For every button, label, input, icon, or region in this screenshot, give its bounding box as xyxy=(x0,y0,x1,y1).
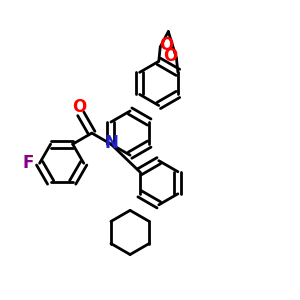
Text: O: O xyxy=(72,98,86,116)
Text: F: F xyxy=(22,154,34,172)
Text: O: O xyxy=(160,36,174,54)
Text: N: N xyxy=(104,134,118,152)
Text: O: O xyxy=(163,46,177,64)
